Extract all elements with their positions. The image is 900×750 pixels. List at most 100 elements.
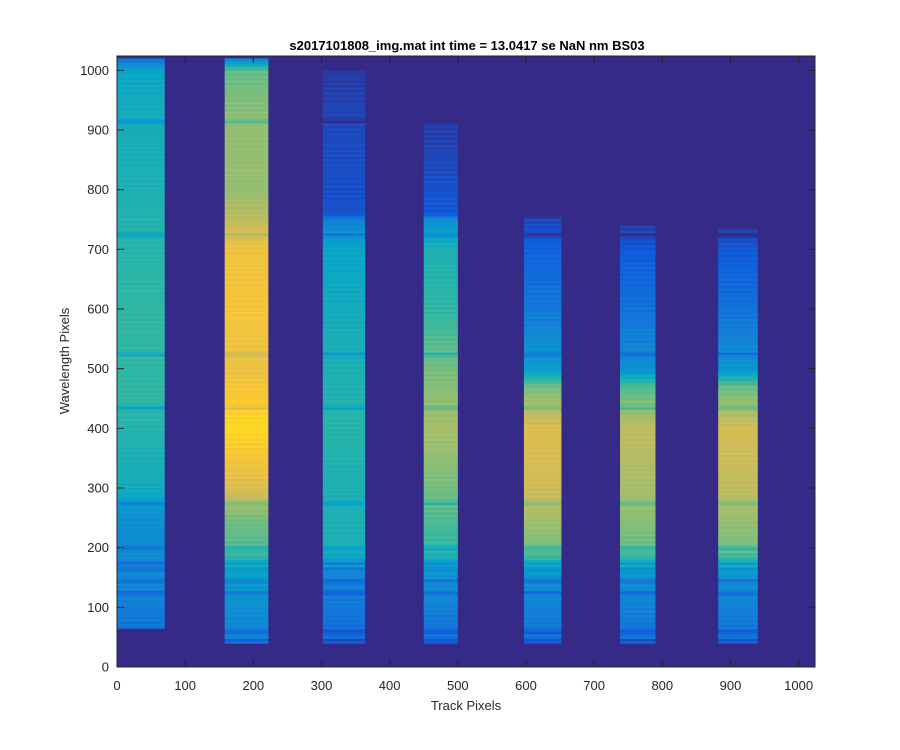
heatmap-cell [523, 387, 562, 391]
heatmap-cell [322, 70, 366, 74]
heatmap-cell [117, 446, 165, 450]
heatmap-cell [117, 224, 165, 228]
heatmap-cell [224, 583, 269, 587]
heatmap-cell [322, 509, 366, 513]
x-tick-label: 600 [515, 678, 537, 693]
heatmap-cell [322, 89, 366, 93]
heatmap-cell [620, 542, 656, 546]
heatmap-cell [620, 633, 656, 637]
heatmap-cell [117, 236, 165, 240]
heatmap-cell [117, 463, 165, 467]
heatmap-cell [523, 437, 562, 441]
heatmap-cell [423, 168, 458, 172]
heatmap-cell [224, 483, 269, 487]
heatmap-cell [423, 235, 458, 238]
heatmap-cell [718, 394, 758, 398]
heatmap-cell [117, 582, 165, 586]
heatmap-cell [224, 98, 269, 102]
heatmap-cell [718, 492, 758, 496]
heatmap-cell [322, 285, 366, 289]
heatmap-cell [224, 273, 269, 277]
heatmap-cell [523, 519, 562, 523]
heatmap-cell [224, 144, 269, 148]
heatmap-cell [620, 476, 656, 480]
heatmap-cell [423, 430, 458, 434]
heatmap-cell [718, 640, 758, 644]
heatmap-cell [423, 328, 458, 332]
heatmap-cell [620, 418, 656, 422]
heatmap-cell [322, 433, 366, 437]
heatmap-cell [523, 282, 562, 286]
heatmap-cell [117, 578, 165, 582]
heatmap-cell [322, 456, 366, 460]
heatmap-cell [523, 523, 562, 527]
heatmap-cell [718, 313, 758, 317]
heatmap-cell [620, 354, 656, 358]
heatmap-cell [117, 408, 165, 412]
heatmap-cell [322, 552, 366, 556]
heatmap-cell [224, 63, 269, 67]
heatmap-cell [423, 542, 458, 546]
heatmap-cell [423, 552, 458, 556]
heatmap-cell [224, 344, 269, 348]
heatmap-cell [117, 212, 165, 216]
heatmap-cell [224, 251, 269, 255]
heatmap-cell [523, 359, 562, 363]
heatmap-cell [718, 387, 758, 391]
heatmap-cell [224, 347, 269, 351]
heatmap-cell [523, 449, 562, 453]
heatmap-cell [322, 282, 366, 286]
heatmap-cell [224, 363, 269, 367]
heatmap-cell [423, 249, 458, 253]
heatmap-cell [423, 340, 458, 344]
heatmap-cell [224, 581, 269, 585]
heatmap-cell [523, 573, 562, 577]
heatmap-cell [117, 449, 165, 453]
heatmap-cell [423, 619, 458, 623]
heatmap-cell [423, 414, 458, 417]
heatmap-cell [423, 468, 458, 472]
heatmap-cell [322, 141, 366, 145]
heatmap-cell [322, 108, 366, 112]
heatmap-cell [322, 299, 366, 303]
heatmap-cell [322, 421, 366, 425]
heatmap-cell [322, 581, 366, 585]
heatmap-cell [224, 96, 269, 100]
heatmap-cell [620, 597, 656, 601]
heatmap-cell [523, 385, 562, 389]
heatmap-cell [224, 182, 269, 186]
heatmap-cell [322, 153, 366, 157]
heatmap-cell [322, 569, 366, 573]
heatmap-cell [322, 242, 366, 246]
heatmap-cell [718, 631, 758, 635]
heatmap-cell [322, 146, 366, 150]
heatmap-cell [117, 501, 165, 505]
heatmap-cell [117, 86, 165, 90]
heatmap-cell [224, 528, 269, 532]
heatmap-cell [322, 363, 366, 367]
heatmap-cell [117, 220, 165, 224]
heatmap-cell [523, 368, 562, 372]
heatmap-cell [117, 363, 165, 367]
heatmap-cell [620, 604, 656, 608]
heatmap-cell [322, 220, 366, 224]
heatmap-cell [620, 614, 656, 618]
heatmap-cell [117, 444, 165, 448]
heatmap-cell [523, 621, 562, 625]
heatmap-cell [322, 519, 366, 523]
heatmap-cell [224, 129, 269, 133]
heatmap-cell [423, 624, 458, 628]
heatmap-cell [718, 535, 758, 539]
heatmap-cell [117, 394, 165, 398]
heatmap-cell [423, 456, 458, 460]
y-tick-label: 700 [87, 242, 109, 257]
heatmap-cell [224, 411, 269, 415]
heatmap-cell [224, 507, 269, 511]
heatmap-cell [523, 530, 562, 534]
heatmap-cell [620, 523, 656, 527]
heatmap-cell [117, 539, 165, 543]
heatmap-cell [718, 308, 758, 312]
heatmap-cell [523, 628, 562, 632]
heatmap-cell [322, 559, 366, 563]
heatmap-cell [117, 396, 165, 400]
